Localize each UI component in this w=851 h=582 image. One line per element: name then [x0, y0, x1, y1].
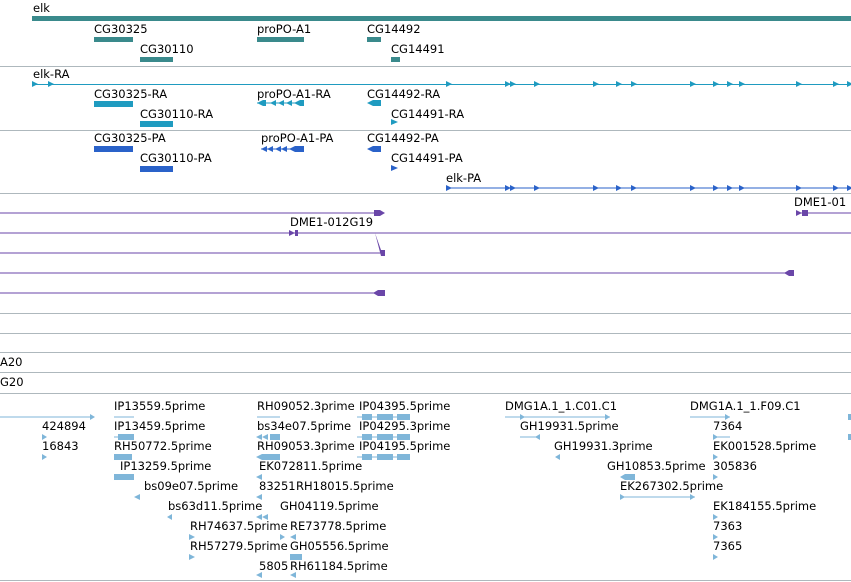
est-label-ip04195[interactable]: IP04195.5prime — [359, 439, 451, 453]
separator-1 — [0, 66, 851, 67]
est-label-7363[interactable]: 7363 — [713, 519, 743, 533]
separator-2 — [0, 130, 851, 131]
gene-label-cg14492[interactable]: CG14492 — [367, 22, 421, 36]
mrna-exon-marks — [32, 81, 851, 125]
mrna-bar-cg30325-ra[interactable] — [94, 101, 133, 107]
mrna-bar-cg30110-ra[interactable] — [140, 121, 173, 127]
mrna-label-cg30325-ra[interactable]: CG30325-RA — [94, 87, 168, 101]
est-label-gh04119[interactable]: GH04119.5prime — [280, 499, 379, 513]
est-label-5805[interactable]: 5805 — [259, 559, 289, 573]
separator-8 — [0, 393, 851, 394]
est-alignment-marks — [0, 414, 851, 578]
est-label-rh18015[interactable]: RH18015.5prime — [296, 479, 394, 493]
dme-label-01[interactable]: DME1-01 — [794, 195, 847, 209]
est-label-ek001528[interactable]: EK001528.5prime — [713, 439, 817, 453]
protein-label-cg14492-pa[interactable]: CG14492-PA — [367, 131, 439, 145]
est-label-bs63d11[interactable]: bs63d11.5prime — [168, 499, 263, 513]
separator-3 — [0, 193, 851, 194]
est-label-rh57279[interactable]: RH57279.5prime — [190, 539, 288, 553]
gene-bar-propo-a1[interactable] — [257, 37, 304, 42]
dme-label-012g19[interactable]: DME1-012G19 — [290, 215, 374, 229]
est-label-bs09e07[interactable]: bs09e07.5prime — [144, 479, 239, 493]
protein-label-cg30110-pa[interactable]: CG30110-PA — [140, 151, 212, 165]
est-label-ip13259[interactable]: IP13259.5prime — [120, 459, 212, 473]
protein-label-propo-a1-pa[interactable]: proPO-A1-PA — [261, 131, 334, 145]
mrna-label-cg14492-ra[interactable]: CG14492-RA — [367, 87, 441, 101]
est-label-ip13459[interactable]: IP13459.5prime — [114, 419, 206, 433]
est-label-83251[interactable]: 83251 — [259, 479, 296, 493]
partial-label-g20[interactable]: G20 — [0, 375, 24, 389]
est-label-rh50772[interactable]: RH50772.5prime — [114, 439, 212, 453]
est-label-ek072811[interactable]: EK072811.5prime — [259, 459, 363, 473]
est-label-gh05556[interactable]: GH05556.5prime — [290, 539, 389, 553]
gene-label-propo-a1[interactable]: proPO-A1 — [257, 22, 312, 36]
dme-alignment-lines — [0, 210, 851, 296]
mrna-label-cg30110-ra[interactable]: CG30110-RA — [140, 107, 214, 121]
gene-bar-cg30325[interactable] — [94, 37, 133, 42]
mrna-label-cg14491-ra[interactable]: CG14491-RA — [391, 107, 465, 121]
protein-label-cg14491-pa[interactable]: CG14491-PA — [391, 151, 463, 165]
gene-bar-cg30110[interactable] — [140, 57, 173, 62]
gene-bar-elk[interactable] — [32, 16, 851, 21]
separator-5 — [0, 333, 851, 334]
mrna-label-elk-ra[interactable]: elk-RA — [33, 67, 70, 81]
est-label-dmg1a-f09[interactable]: DMG1A.1_1.F09.C1 — [690, 399, 801, 413]
gene-bar-cg14491[interactable] — [391, 57, 400, 62]
est-label-424894[interactable]: 424894 — [42, 419, 86, 433]
separator-7 — [0, 372, 851, 373]
protein-exon-marks — [261, 146, 851, 191]
separator-4 — [0, 313, 851, 314]
separator-6 — [0, 352, 851, 353]
mrna-line-elk-ra[interactable] — [32, 84, 851, 85]
est-label-rh09052[interactable]: RH09052.3prime — [257, 399, 355, 413]
separator-9 — [0, 580, 851, 581]
mrna-label-propo-a1-ra[interactable]: proPO-A1-RA — [257, 87, 331, 101]
protein-label-elk-pa[interactable]: elk-PA — [446, 171, 482, 185]
est-label-rh09053[interactable]: RH09053.3prime — [257, 439, 355, 453]
est-label-ip04395[interactable]: IP04395.5prime — [359, 399, 451, 413]
est-label-dmg1a-c01[interactable]: DMG1A.1_1.C01.C1 — [505, 399, 618, 413]
est-label-ip04295[interactable]: IP04295.3prime — [359, 419, 451, 433]
protein-bar-cg30325-pa[interactable] — [94, 146, 133, 152]
protein-track: CG30325-PA CG30110-PA proPO-A1-PA CG1449… — [0, 131, 851, 193]
gene-label-cg30325[interactable]: CG30325 — [94, 22, 148, 36]
est-label-ip13559[interactable]: IP13559.5prime — [114, 399, 206, 413]
dme-track: DME1-01 DME1-012G19 — [0, 194, 851, 313]
gene-label-cg14491[interactable]: CG14491 — [391, 42, 445, 56]
gene-label-elk[interactable]: elk — [33, 1, 50, 15]
gene-label-cg30110[interactable]: CG30110 — [140, 42, 194, 56]
est-track: 424894 16843 IP13559.5prime IP13459.5pri… — [0, 394, 851, 580]
est-label-7364[interactable]: 7364 — [713, 419, 743, 433]
est-label-gh19931-3[interactable]: GH19931.3prime — [554, 439, 653, 453]
gene-bar-cg14492[interactable] — [367, 37, 381, 42]
est-label-16843[interactable]: 16843 — [42, 439, 79, 453]
mrna-track: elk-RA — [0, 67, 851, 130]
gene-track: elk CG30325 CG30110 proPO-A1 CG14492 CG1… — [0, 0, 851, 66]
est-label-bs34e07[interactable]: bs34e07.5prime — [257, 419, 352, 433]
protein-bar-cg30110-pa[interactable] — [140, 166, 173, 172]
est-label-ek184155[interactable]: EK184155.5prime — [713, 499, 817, 513]
partial-label-a20[interactable]: A20 — [0, 355, 23, 369]
est-label-re73778[interactable]: RE73778.5prime — [290, 519, 387, 533]
est-label-gh19931-5[interactable]: GH19931.5prime — [520, 419, 619, 433]
est-label-gh10853[interactable]: GH10853.5prime — [607, 459, 706, 473]
est-label-rh61184[interactable]: RH61184.5prime — [290, 559, 388, 573]
est-label-7365[interactable]: 7365 — [713, 539, 743, 553]
est-label-ek267302[interactable]: EK267302.5prime — [620, 479, 724, 493]
protein-label-cg30325-pa[interactable]: CG30325-PA — [94, 131, 166, 145]
est-label-305836[interactable]: 305836 — [713, 459, 757, 473]
est-label-rh74637[interactable]: RH74637.5prime — [190, 519, 288, 533]
